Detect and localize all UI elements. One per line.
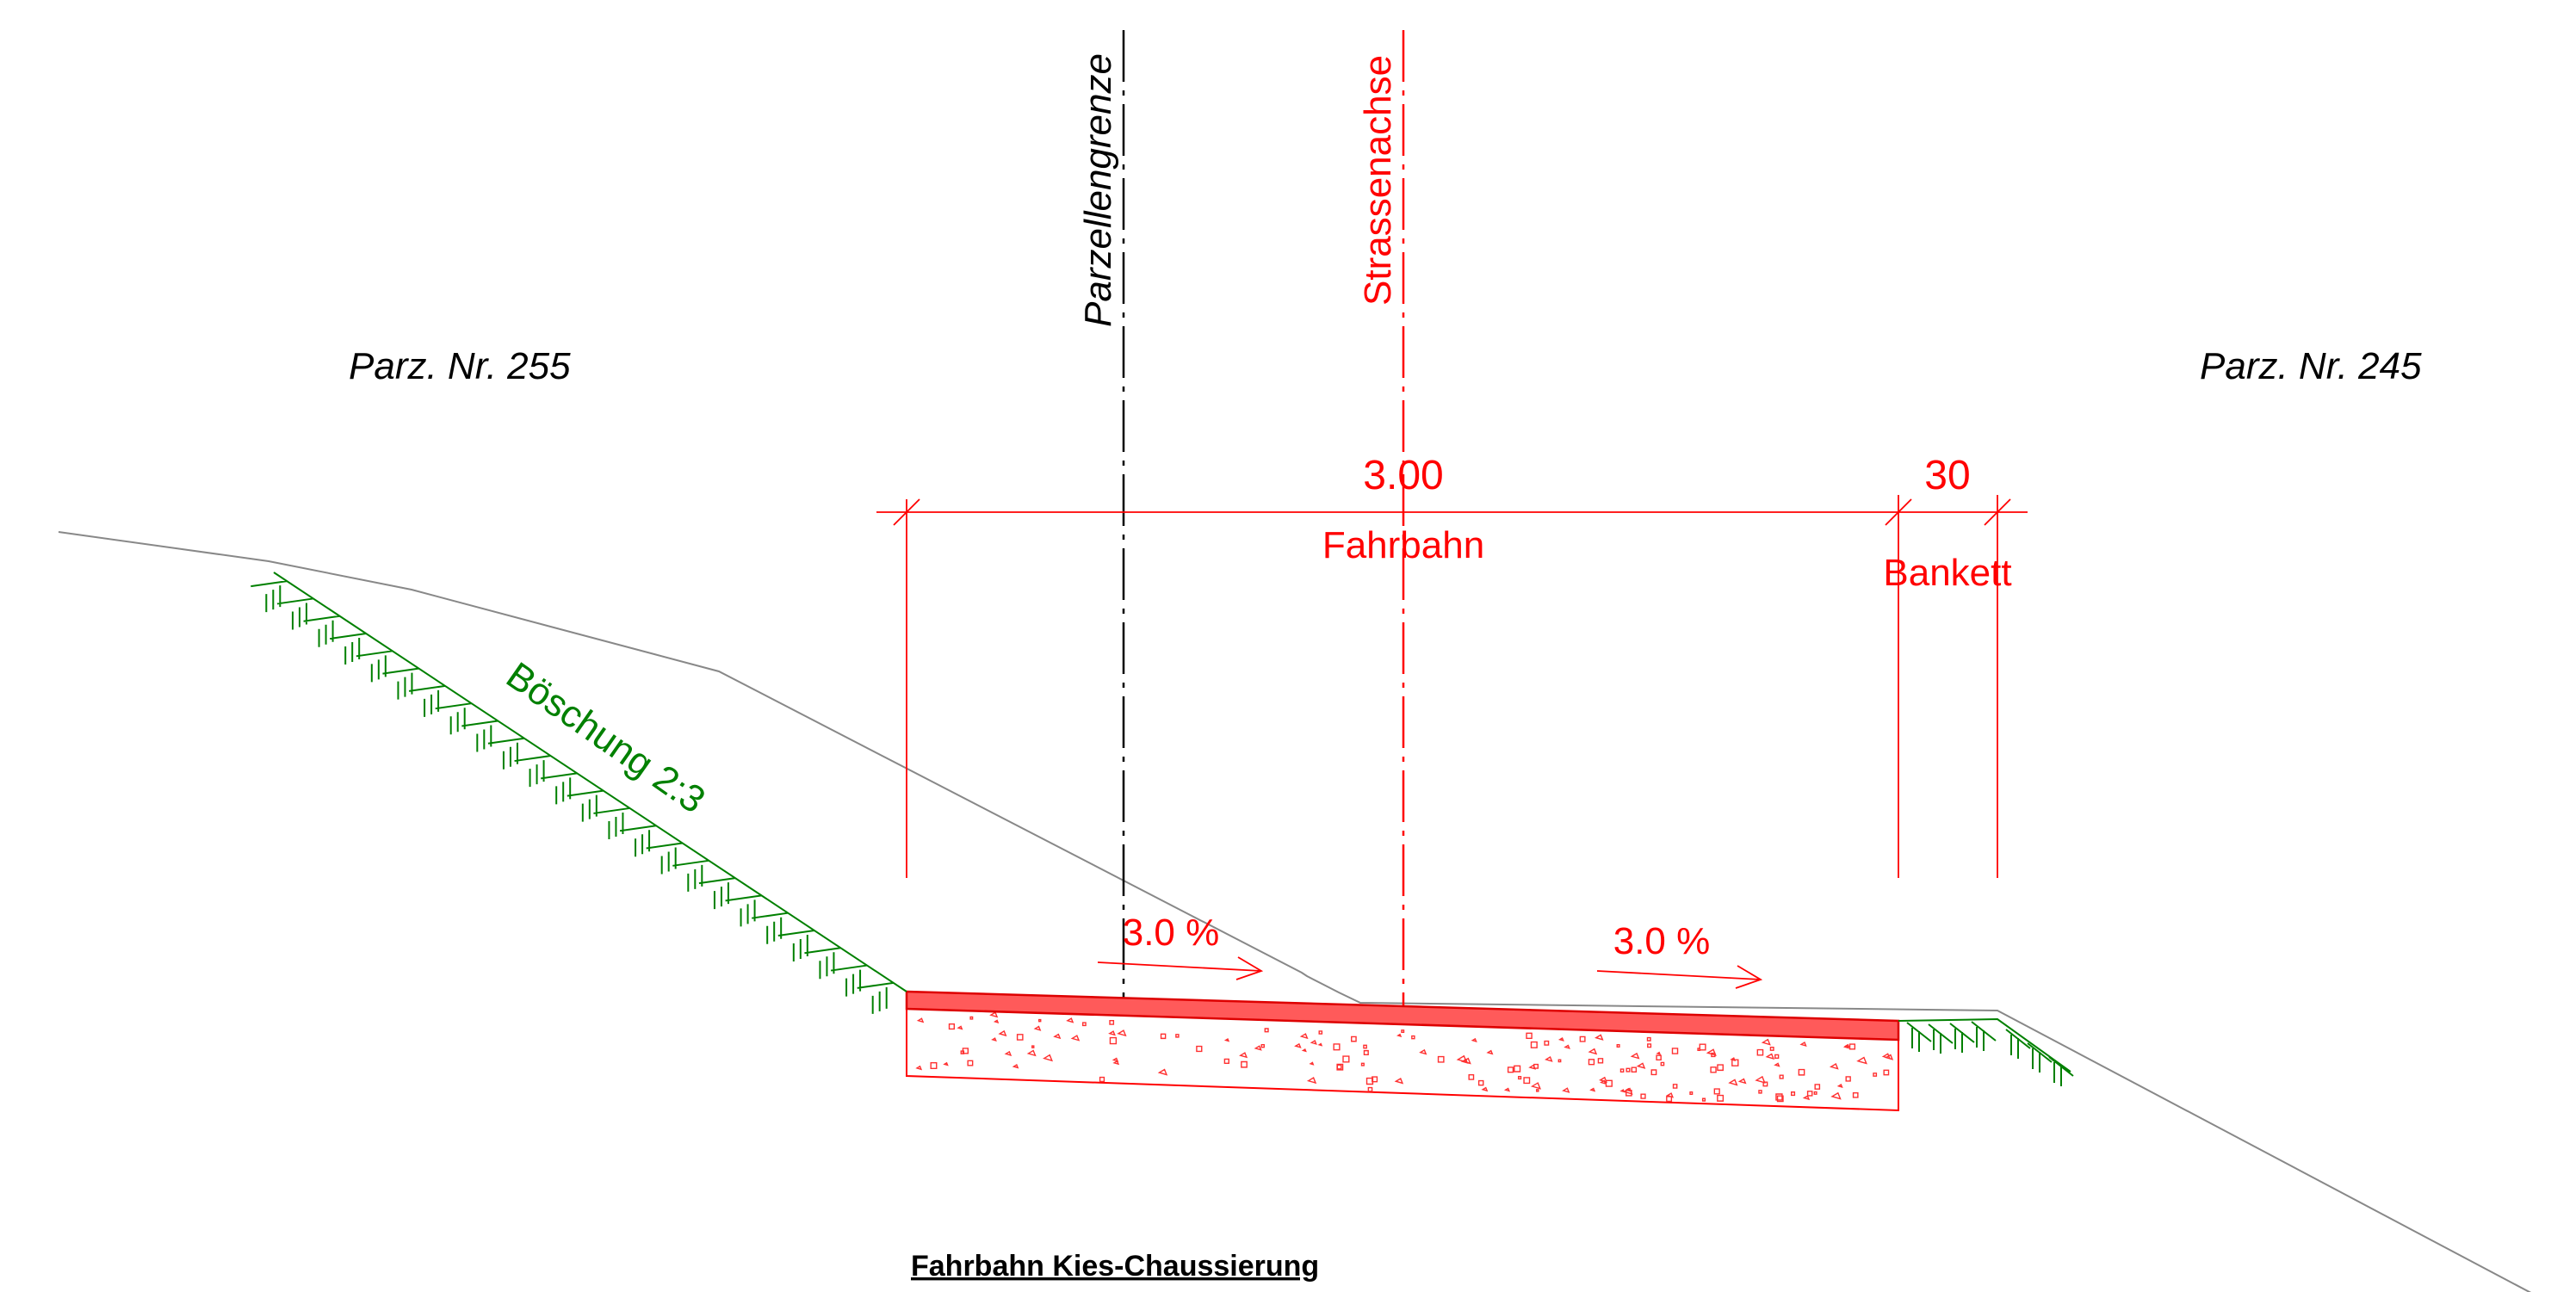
embankment-hatching — [251, 572, 907, 1014]
parcel-boundary-label: Parzellengrenze — [1077, 53, 1119, 327]
dimension-chain — [876, 495, 2028, 878]
embankment-hatch-lines — [251, 572, 907, 1014]
slope-label: Böschung 2:3 — [498, 654, 713, 821]
gravel-pebbles — [915, 1011, 1894, 1103]
parcel-left-label: Parz. Nr. 255 — [349, 345, 571, 387]
drawing-title: Fahrbahn Kies-Chaussierung — [911, 1250, 1319, 1283]
crossfall-right-label: 3.0 % — [1613, 920, 1711, 962]
crossfall-arrow-left — [1097, 956, 1264, 980]
shoulder-hatching — [1898, 1017, 2074, 1086]
road-surface — [905, 990, 1900, 1042]
shoulder-hatch-lines — [1898, 1017, 2074, 1086]
gravel-texture — [915, 1011, 1894, 1103]
crossfall-arrow-right — [1596, 965, 1763, 989]
road-label: Fahrbahn — [1322, 524, 1484, 566]
dimension-road-width: 3.00 — [1363, 453, 1443, 498]
crossfall-left-label: 3.0 % — [1123, 912, 1220, 954]
terrain-line — [58, 531, 2532, 1292]
parcel-right-label: Parz. Nr. 245 — [2200, 345, 2422, 387]
shoulder-label: Bankett — [1883, 552, 2011, 594]
dimension-shoulder-width: 30 — [1924, 453, 1970, 498]
road-axis-label: Strassenachse — [1357, 55, 1399, 306]
